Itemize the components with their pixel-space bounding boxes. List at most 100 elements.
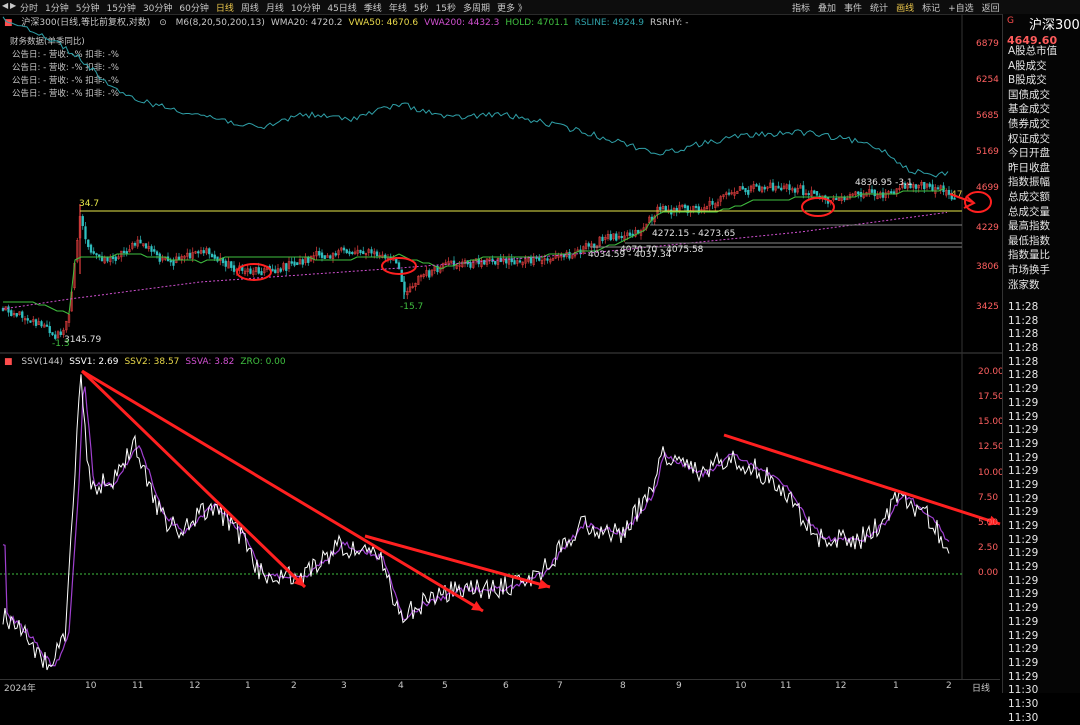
candle-body: [84, 226, 87, 240]
candle-body: [554, 255, 557, 259]
peak-label: 4836.95 -3.1: [855, 178, 913, 188]
time-row: 11:30: [1008, 697, 1039, 710]
high-label: 34.7: [79, 199, 99, 209]
trend-arrow: [80, 369, 307, 589]
candle-body: [400, 269, 403, 282]
period-tab-14[interactable]: 15秒: [435, 4, 457, 14]
tool-menu-item-6[interactable]: +自选: [948, 4, 974, 14]
indicator-legend-item-3: SSVA: 3.82: [185, 357, 235, 367]
candle-body: [147, 246, 150, 249]
forward-nav-icon[interactable]: ▶: [10, 1, 17, 10]
candle-body: [65, 320, 68, 331]
candle-body: [199, 250, 203, 254]
period-tab-2[interactable]: 5分钟: [75, 4, 100, 14]
candle-body: [733, 192, 736, 196]
indicator-close-icon[interactable]: ■: [4, 357, 13, 367]
period-tab-12[interactable]: 年线: [388, 4, 407, 14]
candle-body: [755, 184, 758, 187]
candle-body: [494, 261, 497, 265]
candle-body: [54, 334, 57, 339]
candle-body: [785, 184, 788, 189]
period-tab-4[interactable]: 30分钟: [142, 4, 173, 14]
candle-body: [447, 261, 450, 265]
back-nav-icon[interactable]: ◀: [2, 1, 9, 10]
period-tab-1[interactable]: 1分钟: [45, 4, 69, 14]
candle-body: [730, 192, 733, 195]
time-row: 11:29: [1008, 520, 1039, 532]
indicator-legend-item-4: ZRO: 0.00: [240, 357, 286, 367]
period-tab-3[interactable]: 15分钟: [106, 4, 136, 14]
period-tab-0[interactable]: 分时: [20, 4, 39, 14]
period-tab-16[interactable]: 更多 》: [497, 4, 527, 14]
tool-menu-item-2[interactable]: 事件: [844, 4, 863, 14]
time-row: 11:28: [1008, 314, 1039, 327]
quote-field-1[interactable]: A股成交: [1008, 59, 1047, 72]
candle-body: [430, 269, 434, 276]
candle-body: [683, 204, 687, 209]
period-tab-8[interactable]: 月线: [265, 4, 284, 14]
time-row: 11:29: [1008, 492, 1039, 505]
candle-body: [837, 197, 841, 201]
price-tick-label: 4699: [976, 183, 999, 193]
candle-body: [799, 185, 802, 189]
candle-body: [705, 206, 709, 209]
quote-field-15[interactable]: 市场换手: [1008, 263, 1050, 276]
candle-body: [367, 249, 370, 253]
chart-area[interactable]: 34.7 -15.7 3145.79-1.3 4272.15 - 4273.65 407…: [0, 14, 1002, 693]
quote-field-13[interactable]: 最低指数: [1008, 234, 1050, 247]
period-tab-10[interactable]: 45日线: [327, 4, 357, 14]
chart-close-icon[interactable]: ■: [4, 18, 13, 28]
candle-body: [298, 259, 302, 265]
candle-body: [496, 257, 500, 265]
tool-menu-item-7[interactable]: 返回: [981, 4, 1000, 14]
quote-field-14[interactable]: 指数量比: [1008, 249, 1050, 262]
quote-field-9[interactable]: 指数振幅: [1008, 176, 1050, 189]
candle-body: [337, 250, 340, 256]
candle-body: [301, 259, 304, 265]
quote-field-0[interactable]: A股总市值: [1008, 45, 1058, 57]
tool-menu-item-0[interactable]: 指标: [792, 4, 811, 14]
trend-arrowhead: [538, 579, 550, 590]
quote-field-4[interactable]: 基金成交: [1008, 103, 1050, 116]
tool-menu-item-5[interactable]: 标记: [922, 4, 941, 14]
candle-body: [813, 190, 816, 194]
quote-field-5[interactable]: 债券成交: [1008, 117, 1050, 130]
period-tab-6[interactable]: 日线: [215, 4, 234, 14]
period-tab-9[interactable]: 10分钟: [290, 4, 321, 14]
time-row: 11:29: [1008, 451, 1039, 464]
period-tab-11[interactable]: 季线: [363, 4, 382, 14]
candle-body: [947, 190, 951, 195]
settings-icon[interactable]: ⊙: [159, 18, 167, 28]
quote-field-10[interactable]: 总成交额: [1008, 190, 1050, 203]
candle-body: [901, 182, 904, 188]
candle-body: [925, 183, 929, 188]
indicator-legend: ■ SSV(144) SSV1: 2.69 SSV2: 38.57 SSVA: 3.8…: [4, 357, 298, 367]
candle-body: [375, 251, 379, 256]
period-tab-15[interactable]: 多周期: [463, 4, 491, 14]
period-tab-5[interactable]: 60分钟: [179, 4, 209, 14]
candle-body: [263, 268, 266, 274]
period-toolbar: ◀ ▶ 分时 1分钟 5分钟 15分钟 30分钟 60分钟 日线 周线 月线 10分钟 45日线 季线…: [0, 0, 1080, 15]
time-row: 11:29: [1008, 574, 1039, 587]
candle-body: [359, 249, 362, 254]
quote-field-2[interactable]: B股成交: [1008, 74, 1047, 87]
quote-field-12[interactable]: 最高指数: [1008, 220, 1050, 233]
quote-field-8[interactable]: 昨日收盘: [1008, 161, 1050, 174]
quote-field-16[interactable]: 涨家数: [1008, 278, 1040, 291]
quote-field-7[interactable]: 今日开盘: [1008, 147, 1050, 160]
low-price-label: 3145.79: [64, 335, 101, 345]
period-tab-7[interactable]: 周线: [240, 4, 259, 14]
candle-body: [364, 252, 368, 256]
candle-body: [441, 263, 445, 269]
quote-field-6[interactable]: 权证成交: [1008, 132, 1050, 145]
tool-menu-item-4[interactable]: 画线: [896, 4, 915, 14]
quote-field-11[interactable]: 总成交量: [1008, 205, 1050, 218]
period-tab-13[interactable]: 5秒: [413, 4, 429, 14]
candle-body: [810, 190, 813, 197]
quote-field-3[interactable]: 国债成交: [1008, 88, 1050, 101]
ssv-tick-label: 10.00: [978, 468, 1004, 478]
candle-body: [744, 187, 747, 193]
candle-body: [857, 191, 860, 195]
tool-menu-item-3[interactable]: 统计: [870, 4, 889, 14]
tool-menu-item-1[interactable]: 叠加: [818, 4, 837, 14]
